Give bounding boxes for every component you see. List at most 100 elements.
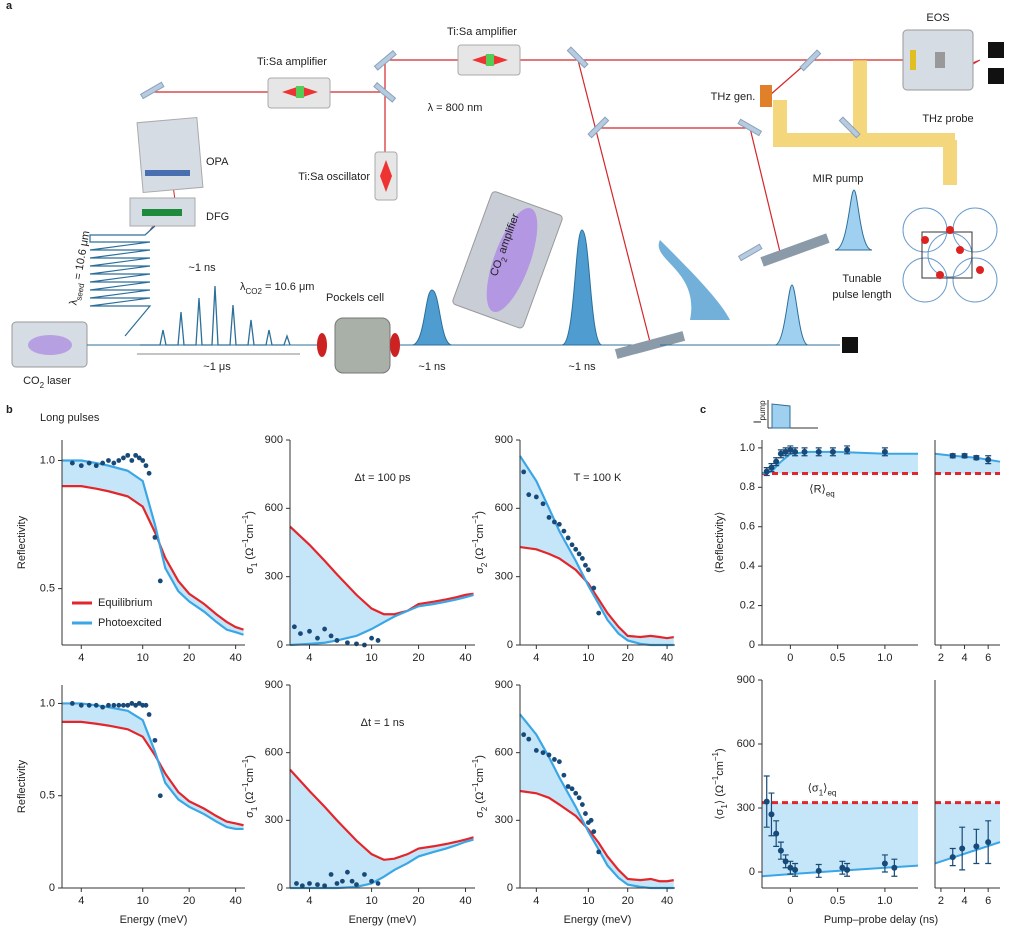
y-axis-label: ⟨Reflectivity⟩ <box>714 512 726 574</box>
fill-region <box>520 455 674 645</box>
diagram-label: λ = 800 nm <box>428 102 483 114</box>
x-tick-label: 40 <box>661 652 673 664</box>
data-point <box>93 463 99 469</box>
data-point <box>569 786 575 792</box>
y-tick-label: 0 <box>277 639 283 651</box>
x-tick-label: 20 <box>183 895 195 907</box>
data-point <box>573 790 579 796</box>
y-tick-label: 300 <box>265 814 283 826</box>
x-tick-label: 2 <box>938 895 944 907</box>
series-line <box>519 789 674 883</box>
text-part: cm <box>474 524 486 539</box>
fill-region <box>520 714 674 888</box>
data-point <box>973 454 980 461</box>
y-tick-label: 600 <box>495 747 513 759</box>
text-part: −1 <box>241 538 250 548</box>
x-tick-label: 40 <box>459 895 471 907</box>
fill-region <box>935 453 1000 474</box>
data-point <box>315 635 320 641</box>
y-axis-label: σ2 (Ω−1cm−1) <box>471 511 489 574</box>
text-part: ⟨σ <box>808 783 819 795</box>
data-point <box>125 452 131 458</box>
data-point <box>129 458 135 463</box>
diagram-label: ~1 μs <box>203 361 231 373</box>
data-point <box>596 849 602 855</box>
y-tick-label: 0 <box>507 639 513 651</box>
data-point <box>106 458 111 463</box>
y-tick-label: 0 <box>507 882 513 894</box>
data-point <box>526 736 532 742</box>
x-tick-label: 2 <box>938 652 944 664</box>
text-part: cm <box>714 761 726 776</box>
series-line <box>62 720 244 827</box>
data-point <box>146 712 152 717</box>
data-point <box>334 881 340 886</box>
data-point <box>533 494 539 500</box>
text-part: σ <box>244 567 256 574</box>
x-tick-label: 20 <box>412 652 424 664</box>
data-point <box>93 702 99 708</box>
x-tick-label: 40 <box>230 895 242 907</box>
text-part: 2 <box>499 255 509 263</box>
text-part: −1 <box>471 514 480 524</box>
x-axis-label: Pump–probe delay (ns) <box>824 914 938 926</box>
data-point <box>133 452 139 458</box>
y-tick-label: 300 <box>495 814 513 826</box>
data-point <box>579 556 585 561</box>
y-tick-label: 900 <box>737 674 755 686</box>
data-point <box>985 839 992 846</box>
data-point <box>307 881 312 886</box>
y-axis-label: ⟨σ1⟩ (Ω−1cm−1) <box>711 748 729 819</box>
data-point <box>561 772 567 778</box>
data-point <box>86 460 92 466</box>
diagram-label: THz probe <box>922 113 973 125</box>
diagram-label: Ti:Sa oscillator <box>298 171 370 183</box>
diagram-label: DFG <box>206 211 229 223</box>
y-tick-label: 0.2 <box>740 599 755 611</box>
diagram-label: ~1 ns <box>188 262 216 274</box>
beam <box>577 59 651 343</box>
x-tick-label: 0.5 <box>830 895 845 907</box>
data-point <box>773 830 780 837</box>
fill-region <box>935 802 1000 864</box>
data-point <box>307 628 312 634</box>
data-point <box>569 542 575 548</box>
data-point <box>526 492 532 498</box>
panel-label: c <box>700 404 706 416</box>
annotation: Δt = 100 ps <box>355 472 411 484</box>
fill-region <box>290 769 474 888</box>
data-point <box>152 534 158 540</box>
text-part: −1 <box>471 782 480 792</box>
data-point <box>576 795 582 801</box>
legend-label: Equilibrium <box>98 597 152 609</box>
text-part: ) <box>714 748 726 752</box>
data-point <box>787 446 794 453</box>
data-point <box>591 585 597 591</box>
x-tick-label: 10 <box>582 895 594 907</box>
text-part: pump <box>758 400 767 421</box>
diagram-label: Tunable <box>842 273 881 285</box>
annotation: Δt = 1 ns <box>361 717 405 729</box>
x-tick-label: 40 <box>459 652 471 664</box>
data-point <box>565 784 571 789</box>
x-tick-label: 6 <box>985 652 991 664</box>
text-part: 1 <box>819 788 824 797</box>
data-point <box>116 458 122 463</box>
y-axis-label: σ2 (Ω−1cm−1) <box>471 755 489 818</box>
series-line <box>289 525 474 616</box>
data-point <box>782 858 789 865</box>
data-point <box>157 578 163 584</box>
text-part: eq <box>826 489 835 498</box>
text-part: ⟩ (Ω <box>714 785 726 804</box>
pump-inset <box>767 400 818 429</box>
text-part: ⟩ <box>823 783 827 795</box>
data-point <box>375 638 381 643</box>
text-part: laser <box>44 375 71 387</box>
data-point <box>121 455 126 461</box>
y-axis-label: Reflectivity <box>16 759 28 813</box>
diagram-label: λseed = 10.6 μm <box>67 230 95 307</box>
y-tick-label: 0 <box>277 882 283 894</box>
text-part: −1 <box>471 758 480 768</box>
data-point <box>322 626 328 632</box>
